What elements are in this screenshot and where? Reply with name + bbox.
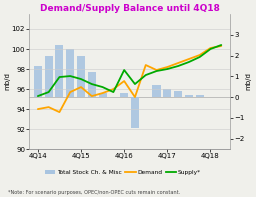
Text: *Note: For scenario purposes, OPEC/non-OPEC cuts remain constant.: *Note: For scenario purposes, OPEC/non-O… [8,190,180,195]
Bar [34,66,42,97]
Y-axis label: mb/d: mb/d [246,73,252,90]
Bar [120,93,128,97]
Title: Demand/Supply Balance until 4Q18: Demand/Supply Balance until 4Q18 [40,4,219,13]
Bar [88,72,96,97]
Bar [45,56,53,97]
Bar [66,49,74,97]
Bar [153,85,161,97]
Bar [174,91,182,97]
Bar [131,97,139,128]
Bar [196,95,204,97]
Y-axis label: mb/d: mb/d [4,73,10,90]
Bar [185,95,193,97]
Bar [77,56,85,97]
Bar [99,93,107,97]
Bar [55,45,63,97]
Bar [163,89,171,97]
Legend: Total Stock Ch. & Misc, Demand, Supply*: Total Stock Ch. & Misc, Demand, Supply* [42,168,204,177]
